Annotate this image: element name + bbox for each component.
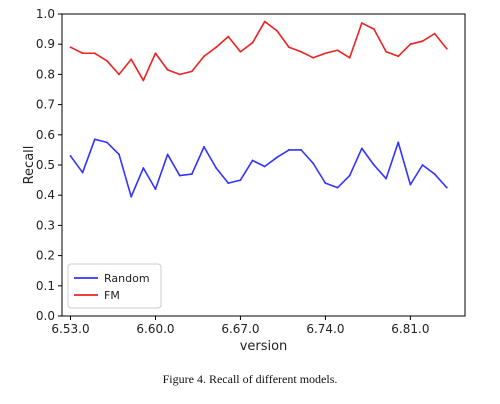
data-point-random [445, 186, 448, 189]
data-point-random [130, 195, 133, 198]
y-tick-label: 0.1 [36, 279, 55, 293]
legend: Random FM [67, 263, 162, 309]
data-point-fm [178, 73, 181, 76]
data-point-random [373, 164, 375, 166]
data-point-fm [385, 50, 387, 53]
data-point-fm [203, 55, 205, 58]
data-point-fm [118, 73, 120, 76]
y-axis-label: Recall [22, 146, 37, 185]
data-point-random [142, 167, 145, 169]
y-tick-label: 0.9 [36, 37, 55, 51]
data-point-fm [166, 68, 169, 71]
data-point-fm [348, 56, 351, 59]
data-point-fm [142, 79, 145, 82]
data-point-random [154, 188, 157, 191]
data-point-random [421, 164, 424, 166]
data-point-random [227, 182, 230, 185]
plot-area: 0.0 0.1 0.2 0.3 0.4 0.5 0.6 0.7 0.8 0.9 1.0 6.53.0 6… [22, 7, 466, 354]
data-point-random [409, 183, 412, 186]
data-point-fm [239, 50, 242, 53]
y-tick-label: 1.0 [36, 7, 55, 21]
data-point-random [93, 138, 96, 141]
y-tick-label: 0.2 [36, 249, 55, 263]
data-point-fm [421, 40, 424, 43]
data-point-fm [263, 20, 266, 23]
data-point-fm [190, 70, 193, 73]
y-tick-label: 0.5 [36, 158, 55, 172]
data-point-random [300, 149, 303, 151]
data-point-random [239, 179, 242, 182]
figure-caption: Figure 4. Recall of different models. [162, 372, 338, 386]
data-point-random [433, 173, 436, 175]
data-point-random [178, 174, 181, 177]
data-point-fm [336, 49, 339, 52]
data-point-random [166, 153, 169, 156]
data-point-fm [288, 46, 290, 49]
data-point-fm [433, 32, 436, 35]
series-line-fm [70, 20, 448, 82]
y-tick-label: 0.3 [36, 218, 55, 232]
data-point-fm [227, 35, 230, 38]
y-tick-label: 0.8 [36, 67, 55, 81]
data-point-random [360, 147, 363, 150]
data-point-fm [300, 50, 303, 53]
legend-box [67, 263, 162, 309]
data-point-random [348, 174, 351, 177]
data-point-fm [360, 22, 363, 24]
data-point-random [263, 165, 266, 168]
x-tick-label: 6.60.0 [136, 322, 174, 336]
data-point-fm [154, 52, 157, 55]
data-point-fm [251, 41, 254, 44]
y-tick-label: 0.6 [36, 128, 55, 142]
data-point-fm [312, 56, 315, 59]
data-point-fm [275, 29, 278, 32]
data-point-random [397, 141, 400, 144]
data-point-random [190, 173, 193, 175]
x-axis-label: version [240, 339, 288, 354]
data-point-fm [324, 52, 327, 55]
x-tick-label: 6.67.0 [221, 322, 259, 336]
data-point-fm [130, 58, 133, 61]
data-point-fm [69, 46, 72, 49]
data-point-fm [445, 47, 448, 50]
data-point-random [275, 156, 278, 159]
data-point-random [324, 182, 327, 185]
x-tick-label: 6.53.0 [51, 322, 89, 336]
data-point-random [312, 162, 315, 165]
data-point-fm [106, 59, 108, 62]
data-point-random [81, 171, 84, 174]
data-point-random [288, 149, 290, 151]
y-tick-label: 0.4 [36, 188, 55, 202]
data-point-fm [215, 46, 218, 49]
data-point-fm [373, 28, 375, 30]
legend-label-random: Random [104, 272, 150, 285]
x-tick-label: 6.81.0 [391, 322, 429, 336]
data-point-fm [93, 52, 96, 55]
data-point-random [203, 145, 205, 148]
data-point-random [215, 167, 218, 169]
data-point-random [336, 186, 339, 189]
x-tick-label: 6.74.0 [306, 322, 344, 336]
data-point-fm [409, 43, 412, 46]
data-point-fm [81, 52, 84, 55]
data-point-random [251, 159, 254, 162]
data-point-random [69, 155, 72, 157]
data-point-random [118, 153, 120, 156]
data-point-random [385, 177, 387, 180]
data-point-fm [397, 55, 400, 58]
y-tick-label: 0.0 [36, 309, 55, 323]
series-line-random [69, 138, 448, 198]
y-tick-label: 0.7 [36, 98, 55, 112]
line-chart: 0.0 0.1 0.2 0.3 0.4 0.5 0.6 0.7 0.8 0.9 1.0 6.53.0 6… [22, 7, 466, 354]
legend-label-fm: FM [104, 289, 120, 302]
data-point-random [106, 141, 108, 144]
